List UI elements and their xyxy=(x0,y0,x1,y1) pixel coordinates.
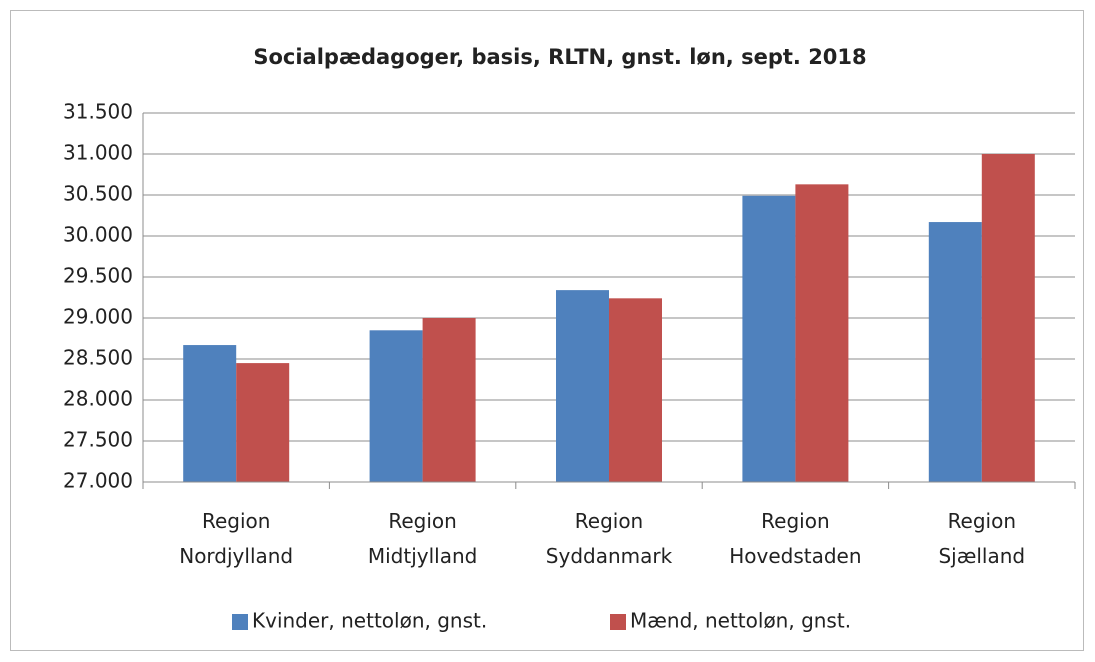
legend-swatch xyxy=(232,614,248,630)
y-tick-label: 28.000 xyxy=(63,387,133,411)
bar xyxy=(609,298,662,482)
bar xyxy=(422,318,476,482)
bar xyxy=(742,195,796,482)
y-tick-label: 29.000 xyxy=(63,305,133,329)
bar xyxy=(236,363,290,482)
bar xyxy=(183,345,237,482)
bar xyxy=(795,184,849,482)
x-tick-label: Region Nordjylland xyxy=(179,509,293,568)
legend-label: Mænd, nettoløn, gnst. xyxy=(630,609,851,633)
x-tick-label: Region Midtjylland xyxy=(368,509,477,568)
x-tick-label: Region Sjælland xyxy=(938,509,1025,568)
bar xyxy=(556,290,609,482)
legend-swatch xyxy=(610,614,626,630)
y-tick-label: 27.000 xyxy=(63,469,133,493)
x-tick-label: Region Syddanmark xyxy=(546,509,673,568)
y-tick-label: 28.500 xyxy=(63,346,133,370)
x-tick-label: Region Hovedstaden xyxy=(729,509,861,568)
chart-border xyxy=(10,10,1084,651)
bar xyxy=(981,154,1035,482)
bar xyxy=(369,330,423,482)
y-tick-label: 31.500 xyxy=(63,100,133,124)
y-tick-label: 27.500 xyxy=(63,428,133,452)
y-tick-label: 30.500 xyxy=(63,182,133,206)
y-tick-label: 30.000 xyxy=(63,223,133,247)
legend-label: Kvinder, nettoløn, gnst. xyxy=(252,609,487,633)
y-tick-label: 29.500 xyxy=(63,264,133,288)
chart-title: Socialpædagoger, basis, RLTN, gnst. løn,… xyxy=(253,45,866,69)
bar xyxy=(928,222,982,482)
y-tick-label: 31.000 xyxy=(63,141,133,165)
